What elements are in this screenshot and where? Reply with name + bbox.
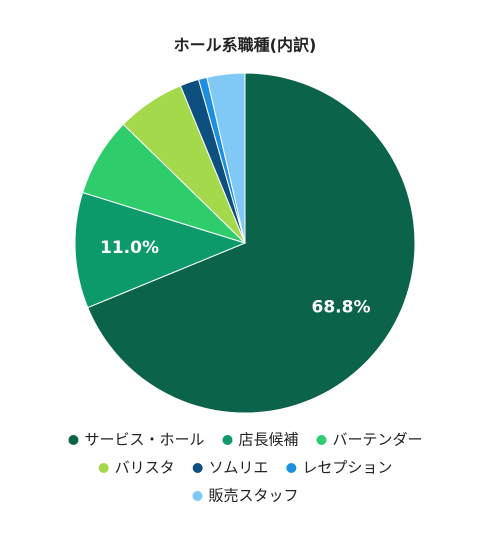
legend-swatch [98,463,109,473]
value-label: 68.8% [312,297,371,317]
legend-swatch [222,435,233,445]
legend-label: 店長候補 [238,431,298,449]
legend-label: バリスタ [115,459,175,477]
legend-row: 販売スタッフ [192,487,299,505]
legend-label: 販売スタッフ [208,487,298,505]
legend-swatch [192,491,203,501]
legend-swatch [68,435,79,445]
legend-swatch [192,463,203,473]
pie-slice [206,72,246,244]
legend-row: サービス・ホール 店長候補 バーテンダー [68,431,423,449]
legend-label: サービス・ホール [84,431,204,449]
pie-slice [87,72,416,414]
legend-label: レセプション [302,459,392,477]
legend-swatch [286,463,297,473]
value-label: 11.0% [100,238,159,258]
chart-title: ホール系職種(内訳) [174,36,317,55]
legend-swatch [316,435,327,445]
legend-label: ソムリエ [209,459,269,477]
pie-slice [74,191,247,309]
legend-row: バリスタ ソムリエ レセプション [98,459,392,477]
legend-label: バーテンダー [333,431,423,449]
